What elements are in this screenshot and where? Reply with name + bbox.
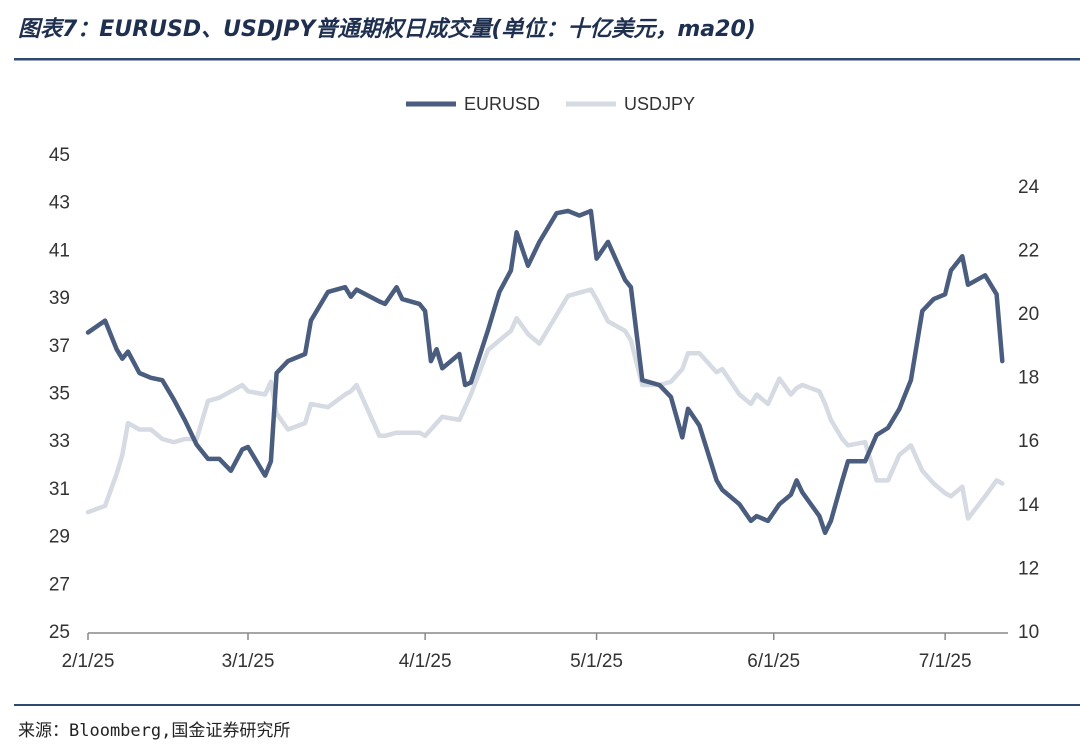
- y-tick-label: 27: [49, 574, 70, 595]
- y-tick-label: 39: [49, 288, 70, 309]
- y2-tick-label: 10: [1018, 622, 1039, 643]
- source-note: 来源：Bloomberg,国金证券研究所: [18, 721, 290, 741]
- x-tick-label: 7/1/25: [919, 651, 972, 672]
- footer-rule: [14, 704, 1080, 706]
- y-tick-label: 37: [49, 336, 70, 357]
- legend-label: EURUSD: [464, 94, 540, 114]
- series-line: [85, 208, 1005, 536]
- y-tick-label: 33: [49, 431, 70, 452]
- y-tick-label: 29: [49, 527, 70, 548]
- x-tick-label: 3/1/25: [222, 651, 275, 672]
- y-tick-label: 45: [49, 145, 70, 166]
- y-tick-label: 41: [49, 240, 70, 261]
- y-tick-label: 35: [49, 384, 70, 405]
- y2-tick-label: 16: [1018, 431, 1039, 452]
- y-tick-label: 43: [49, 193, 70, 214]
- y-tick-label: 31: [49, 479, 70, 500]
- chart-title: 图表7：EURUSD、USDJPY普通期权日成交量(单位：十亿美元，ma20): [18, 16, 756, 42]
- y2-tick-label: 24: [1018, 177, 1040, 198]
- y2-tick-label: 18: [1018, 368, 1039, 389]
- x-tick-label: 4/1/25: [399, 651, 452, 672]
- legend-label: USDJPY: [624, 94, 695, 114]
- y2-tick-label: 14: [1018, 495, 1040, 516]
- header-rule: [14, 58, 1080, 61]
- x-tick-label: 2/1/25: [62, 651, 115, 672]
- x-tick-label: 5/1/25: [570, 651, 623, 672]
- y2-tick-label: 12: [1018, 558, 1039, 579]
- y2-tick-label: 22: [1018, 240, 1039, 261]
- y-tick-label: 25: [49, 622, 70, 643]
- y2-tick-label: 20: [1018, 304, 1039, 325]
- x-tick-label: 6/1/25: [747, 651, 800, 672]
- series-line: [85, 287, 1005, 521]
